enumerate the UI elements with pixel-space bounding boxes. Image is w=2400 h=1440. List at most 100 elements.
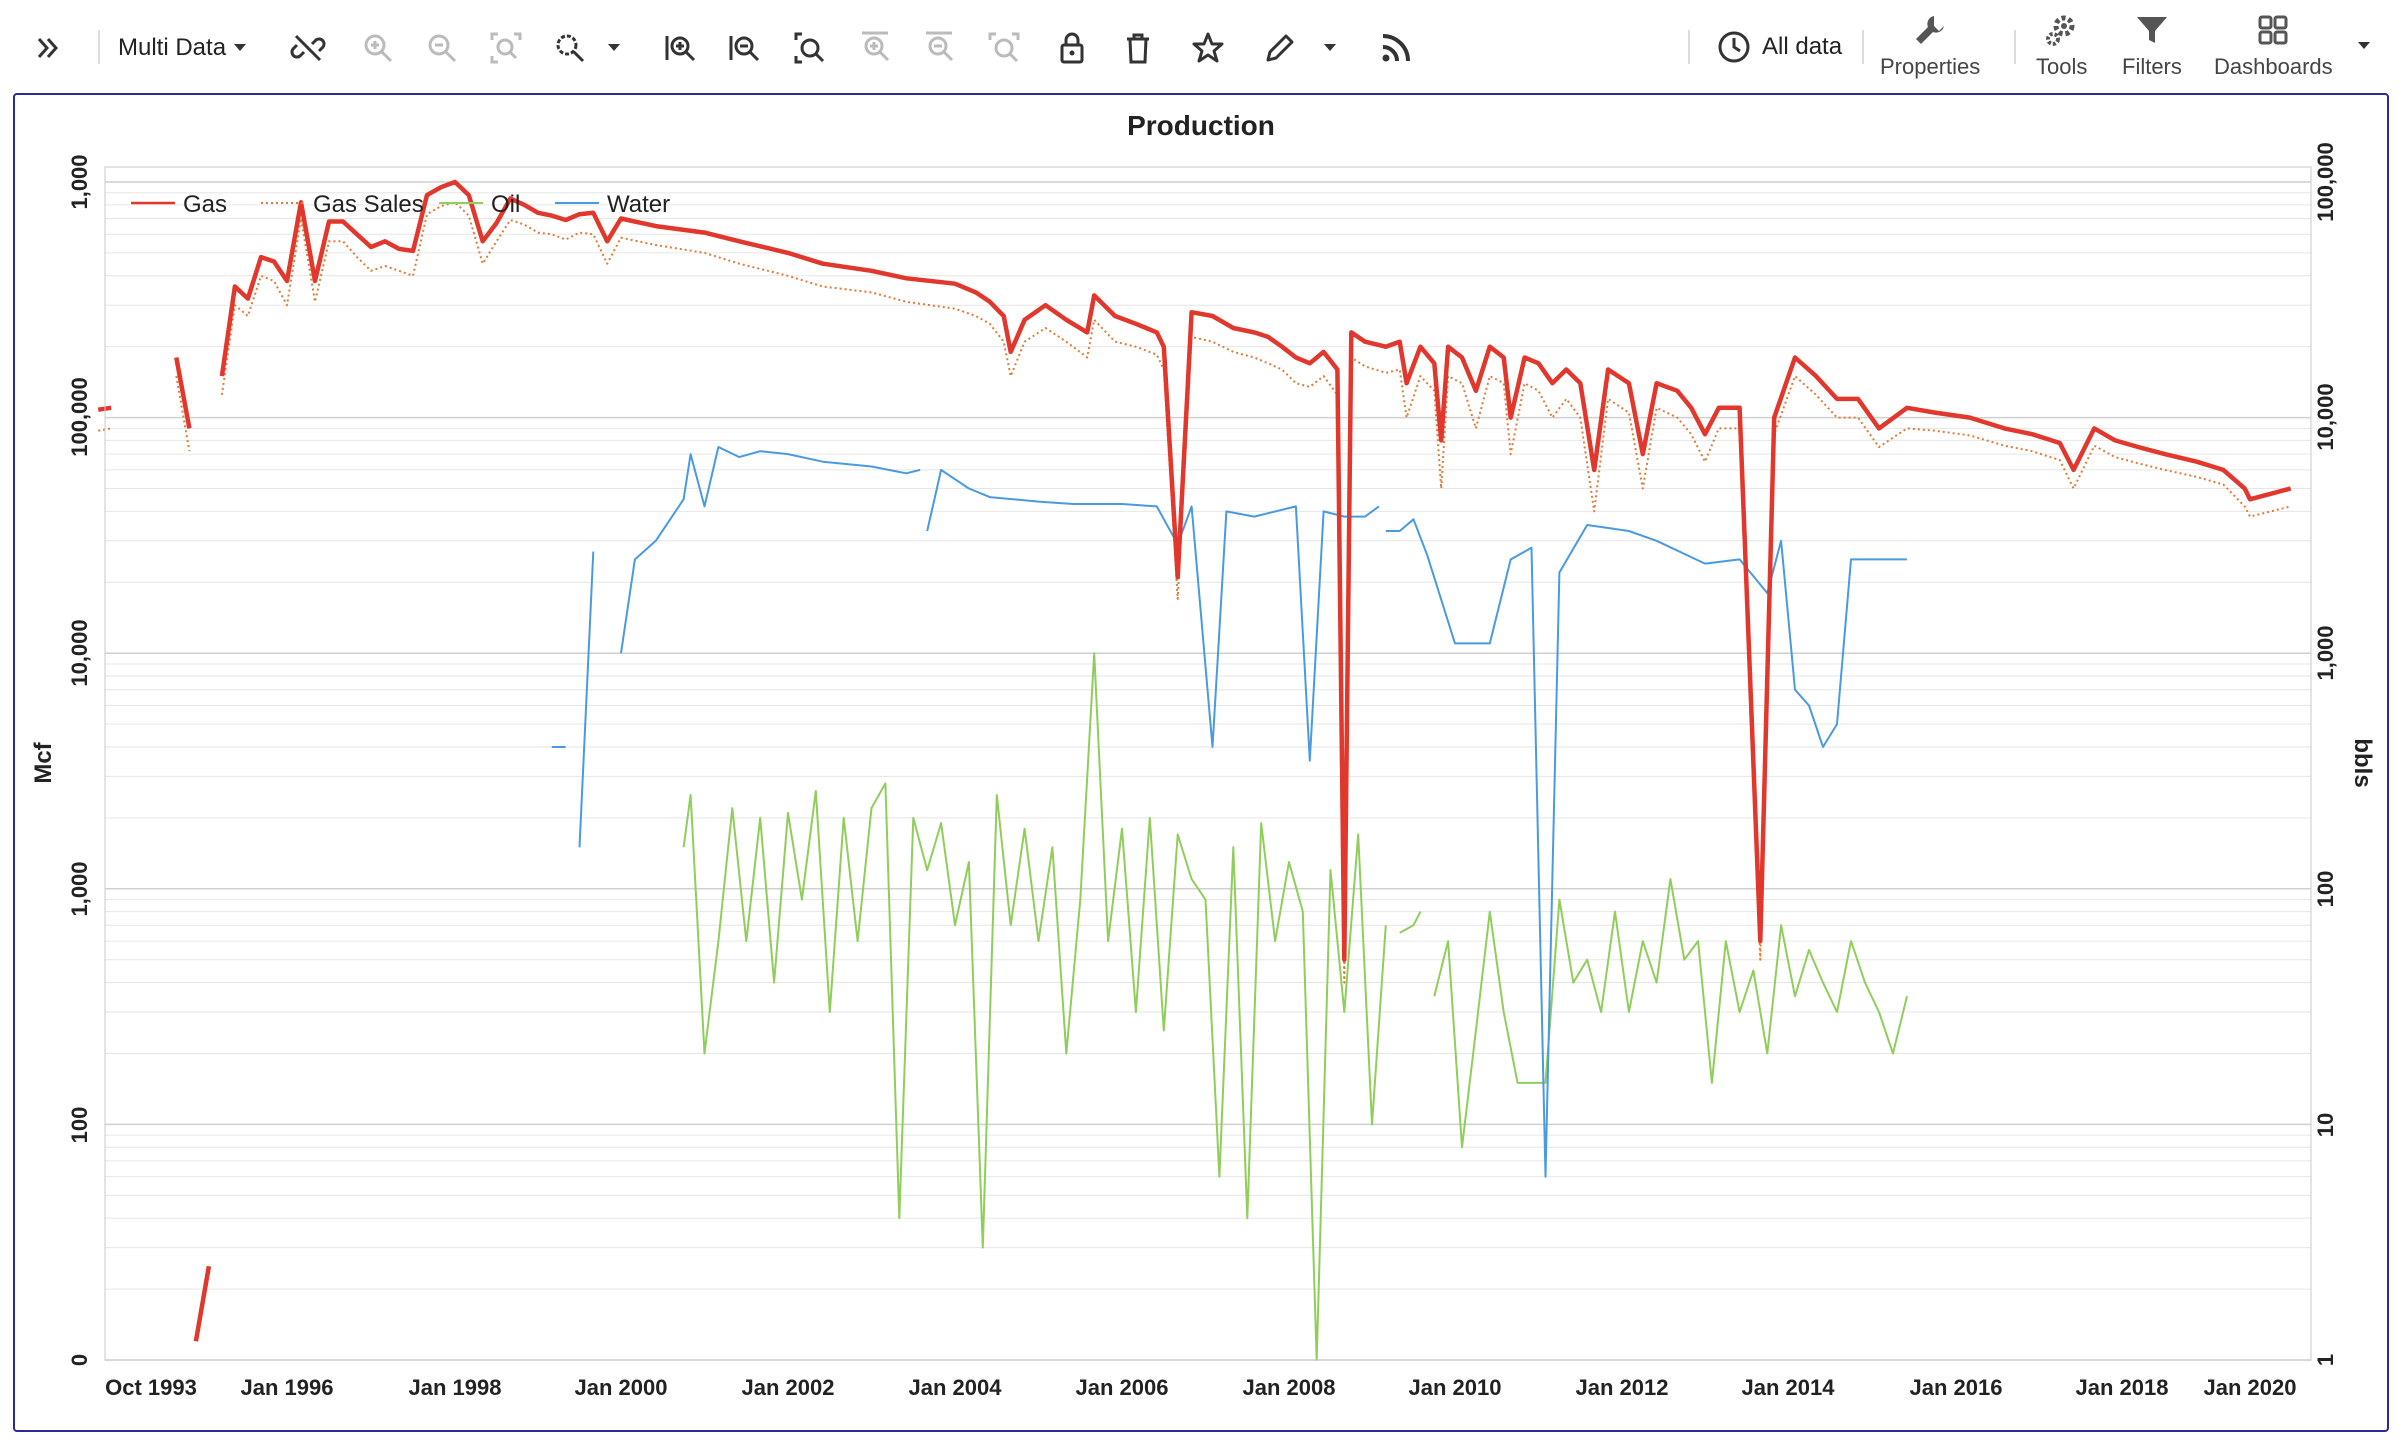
- y-left-tick-label: 1,000: [67, 154, 92, 209]
- x-tick-label: Jan 2014: [1742, 1375, 1836, 1400]
- legend-item-gas[interactable]: Gas: [131, 191, 227, 218]
- favorite-button[interactable]: [1190, 30, 1226, 66]
- expand-sidebar-button[interactable]: [30, 30, 66, 66]
- toolbar-separator: [1688, 30, 1690, 64]
- zoom-fit-y-icon: [988, 32, 1020, 63]
- zoom-in-x-button[interactable]: [664, 30, 700, 66]
- x-tick-label: Jan 2002: [742, 1375, 835, 1400]
- zoom-region-icon: [556, 34, 585, 63]
- wrench-icon: [1916, 16, 1945, 44]
- series-line-oil[interactable]: [682, 652, 1908, 1361]
- grid-lines: [105, 181, 2311, 1361]
- trash-icon: [1127, 33, 1149, 64]
- series-line-gas[interactable]: [97, 179, 2292, 1342]
- y-left-tick-label: 1,000: [67, 861, 92, 916]
- zoom-fit-icon: [490, 32, 522, 64]
- feed-button[interactable]: [1378, 30, 1414, 66]
- dashboards-button[interactable]: Dashboards: [2214, 12, 2333, 80]
- x-tick-label: Jan 2020: [2204, 1375, 2297, 1400]
- properties-button[interactable]: Properties: [1880, 12, 1980, 80]
- unlink-icon: [290, 34, 326, 62]
- time-range-button[interactable]: All data: [1716, 26, 1842, 68]
- gears-icon: [2045, 15, 2075, 46]
- series-line-water[interactable]: [551, 446, 1907, 1178]
- x-tick-label: Oct 1993: [105, 1375, 197, 1400]
- y-right-tick-label: 100,000: [2313, 142, 2338, 222]
- legend-item-gas-sales[interactable]: Gas Sales: [261, 191, 424, 218]
- legend-item-oil[interactable]: Oil: [439, 191, 520, 218]
- toolbar: Multi Data: [0, 0, 2400, 92]
- legend-label: Gas: [183, 191, 227, 218]
- chart-panel: Production Mcf bbls Oct 1993 Jan 1996 Jan …: [13, 93, 2389, 1432]
- rss-icon: [1382, 34, 1410, 62]
- chevrons-right-icon: [37, 38, 59, 58]
- legend-label: Gas Sales: [313, 191, 424, 218]
- zoom-out-icon: [428, 34, 457, 63]
- tools-button[interactable]: Tools: [2036, 12, 2087, 80]
- x-tick-label: Jan 2006: [1076, 1375, 1169, 1400]
- y-left-tick-label: 0: [67, 1354, 92, 1366]
- funnel-icon: [2136, 17, 2167, 43]
- series-lines: [97, 179, 2292, 1361]
- pencil-icon: [1266, 34, 1294, 62]
- more-menu-dropdown[interactable]: [2352, 36, 2376, 56]
- edit-button[interactable]: [1262, 30, 1298, 66]
- legend-item-water[interactable]: Water: [555, 191, 670, 218]
- zoom-out-button[interactable]: [424, 30, 460, 66]
- zoom-in-y-button[interactable]: [858, 30, 894, 66]
- chart-legend: Gas Gas Sales Oil Water: [131, 191, 670, 218]
- lock-icon: [1060, 32, 1084, 64]
- zoom-region-button[interactable]: [552, 30, 588, 66]
- zoom-fit-y-button[interactable]: [986, 30, 1022, 66]
- production-chart[interactable]: Production Mcf bbls Oct 1993 Jan 1996 Jan …: [15, 95, 2387, 1430]
- x-tick-label: Jan 2010: [1409, 1375, 1502, 1400]
- toolbar-separator: [2014, 30, 2016, 64]
- chart-title: Production: [1127, 110, 1275, 141]
- zoom-in-button[interactable]: [360, 30, 396, 66]
- x-tick-label: Jan 1998: [409, 1375, 502, 1400]
- caret-down-icon: [2358, 42, 2370, 49]
- zoom-fit-x-button[interactable]: [792, 30, 828, 66]
- filters-button[interactable]: Filters: [2122, 12, 2182, 80]
- zoom-out-x-button[interactable]: [728, 30, 764, 66]
- zoom-fit-button[interactable]: [488, 30, 524, 66]
- legend-label: Oil: [491, 191, 520, 218]
- y-left-tick-label: 10,000: [67, 619, 92, 686]
- legend-label: Water: [607, 191, 670, 218]
- y-right-tick-label: 100: [2313, 871, 2338, 908]
- toolbar-separator: [1862, 30, 1864, 64]
- filters-label: Filters: [2122, 54, 2182, 79]
- zoom-in-icon: [364, 34, 393, 63]
- unlink-button[interactable]: [290, 30, 326, 66]
- dashboards-label: Dashboards: [2214, 54, 2333, 79]
- zoom-out-y-button[interactable]: [922, 30, 958, 66]
- caret-down-icon: [234, 44, 247, 51]
- y-right-tick-label: 1,000: [2313, 625, 2338, 680]
- zoom-in-x-icon: [665, 36, 696, 62]
- y-left-tick-label: 100: [67, 1107, 92, 1144]
- plot-frame: [104, 166, 2312, 1361]
- x-tick-label: Jan 2008: [1243, 1375, 1336, 1400]
- x-tick-label: Jan 2000: [575, 1375, 668, 1400]
- y-right-tick-label: 1: [2313, 1354, 2338, 1366]
- y-right-tick-label: 10: [2313, 1113, 2338, 1137]
- properties-label: Properties: [1880, 54, 1981, 79]
- zoom-fit-x-icon: [794, 32, 825, 64]
- y-left-tick-label: 100,000: [67, 377, 92, 457]
- multi-data-dropdown[interactable]: Multi Data: [118, 28, 254, 68]
- series-line-gas-sales[interactable]: [98, 201, 2291, 984]
- caret-down-icon: [608, 44, 620, 51]
- time-range-label: All data: [1762, 33, 1843, 60]
- zoom-region-dropdown[interactable]: [602, 38, 626, 58]
- axis-ticks: Oct 1993 Jan 1996 Jan 1998 Jan 2000 Jan 2002…: [67, 142, 2338, 1400]
- tools-label: Tools: [2036, 54, 2088, 79]
- multi-data-label: Multi Data: [118, 34, 227, 61]
- lock-button[interactable]: [1054, 30, 1090, 66]
- x-tick-label: Jan 2018: [2076, 1375, 2169, 1400]
- dashboard-grid-icon: [2258, 15, 2288, 45]
- delete-button[interactable]: [1120, 30, 1156, 66]
- caret-down-icon: [1324, 44, 1336, 51]
- zoom-out-y-icon: [926, 31, 954, 62]
- edit-dropdown[interactable]: [1318, 38, 1342, 58]
- star-icon: [1192, 32, 1224, 63]
